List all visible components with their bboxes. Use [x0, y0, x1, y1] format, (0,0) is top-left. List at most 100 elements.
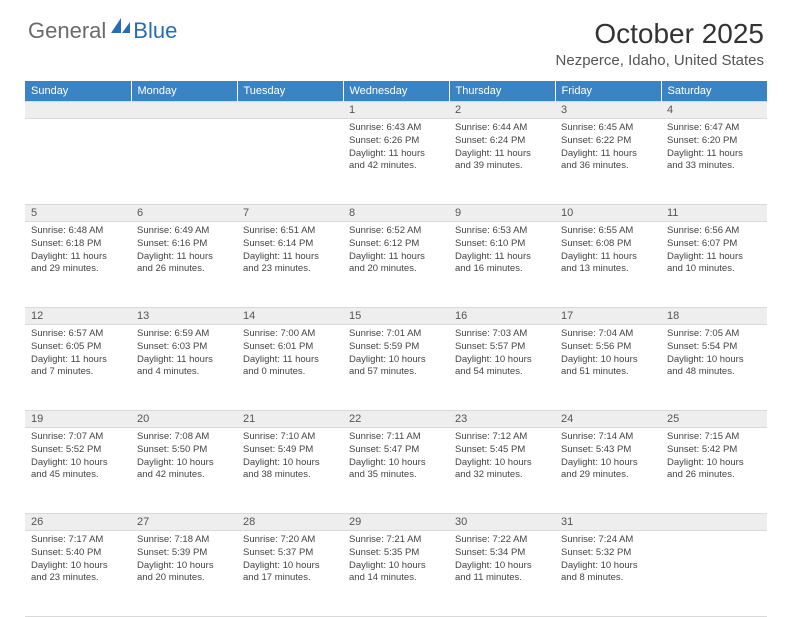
day-details: Sunrise: 7:01 AMSunset: 5:59 PMDaylight:…	[343, 325, 449, 383]
day-details: Sunrise: 6:44 AMSunset: 6:24 PMDaylight:…	[449, 119, 555, 177]
day-number-cell: 21	[237, 411, 343, 428]
day-number-row: 12131415161718	[25, 308, 767, 325]
day-body-cell: Sunrise: 7:03 AMSunset: 5:57 PMDaylight:…	[449, 325, 555, 411]
day-number-cell	[131, 102, 237, 119]
day-body-cell: Sunrise: 6:57 AMSunset: 6:05 PMDaylight:…	[25, 325, 131, 411]
day-details: Sunrise: 7:12 AMSunset: 5:45 PMDaylight:…	[449, 428, 555, 486]
day-details: Sunrise: 7:14 AMSunset: 5:43 PMDaylight:…	[555, 428, 661, 486]
day-body-cell: Sunrise: 6:45 AMSunset: 6:22 PMDaylight:…	[555, 119, 661, 205]
day-body-row: Sunrise: 6:57 AMSunset: 6:05 PMDaylight:…	[25, 325, 767, 411]
day-body-cell: Sunrise: 7:08 AMSunset: 5:50 PMDaylight:…	[131, 428, 237, 514]
logo-text-blue: Blue	[133, 18, 177, 44]
day-details: Sunrise: 7:00 AMSunset: 6:01 PMDaylight:…	[237, 325, 343, 383]
day-number-cell: 18	[661, 308, 767, 325]
day-number-cell: 7	[237, 205, 343, 222]
day-body-row: Sunrise: 7:07 AMSunset: 5:52 PMDaylight:…	[25, 428, 767, 514]
day-number-cell: 22	[343, 411, 449, 428]
day-number-cell: 5	[25, 205, 131, 222]
day-details: Sunrise: 6:59 AMSunset: 6:03 PMDaylight:…	[131, 325, 237, 383]
day-body-cell: Sunrise: 6:51 AMSunset: 6:14 PMDaylight:…	[237, 222, 343, 308]
day-body-cell: Sunrise: 7:00 AMSunset: 6:01 PMDaylight:…	[237, 325, 343, 411]
day-body-cell: Sunrise: 7:01 AMSunset: 5:59 PMDaylight:…	[343, 325, 449, 411]
day-number-cell: 2	[449, 102, 555, 119]
weekday-header-row: Sunday Monday Tuesday Wednesday Thursday…	[25, 81, 767, 102]
day-number-cell: 14	[237, 308, 343, 325]
day-details: Sunrise: 6:56 AMSunset: 6:07 PMDaylight:…	[661, 222, 767, 280]
day-number-cell: 3	[555, 102, 661, 119]
day-details: Sunrise: 7:20 AMSunset: 5:37 PMDaylight:…	[237, 531, 343, 589]
day-details: Sunrise: 6:52 AMSunset: 6:12 PMDaylight:…	[343, 222, 449, 280]
day-details: Sunrise: 7:18 AMSunset: 5:39 PMDaylight:…	[131, 531, 237, 589]
day-body-cell: Sunrise: 6:53 AMSunset: 6:10 PMDaylight:…	[449, 222, 555, 308]
weekday-header: Tuesday	[237, 81, 343, 102]
weekday-header: Saturday	[661, 81, 767, 102]
day-body-cell: Sunrise: 7:11 AMSunset: 5:47 PMDaylight:…	[343, 428, 449, 514]
day-body-cell: Sunrise: 7:17 AMSunset: 5:40 PMDaylight:…	[25, 531, 131, 617]
day-number-cell: 12	[25, 308, 131, 325]
day-details: Sunrise: 7:04 AMSunset: 5:56 PMDaylight:…	[555, 325, 661, 383]
day-number-cell	[25, 102, 131, 119]
day-number-cell: 31	[555, 514, 661, 531]
day-details: Sunrise: 6:55 AMSunset: 6:08 PMDaylight:…	[555, 222, 661, 280]
day-body-cell: Sunrise: 6:49 AMSunset: 6:16 PMDaylight:…	[131, 222, 237, 308]
day-body-cell: Sunrise: 7:05 AMSunset: 5:54 PMDaylight:…	[661, 325, 767, 411]
day-details: Sunrise: 6:45 AMSunset: 6:22 PMDaylight:…	[555, 119, 661, 177]
day-body-cell: Sunrise: 7:24 AMSunset: 5:32 PMDaylight:…	[555, 531, 661, 617]
month-title: October 2025	[556, 18, 764, 50]
day-number-cell: 10	[555, 205, 661, 222]
logo-text-general: General	[28, 18, 106, 44]
day-number-cell: 15	[343, 308, 449, 325]
day-body-cell: Sunrise: 6:44 AMSunset: 6:24 PMDaylight:…	[449, 119, 555, 205]
day-body-cell: Sunrise: 7:10 AMSunset: 5:49 PMDaylight:…	[237, 428, 343, 514]
day-number-cell: 23	[449, 411, 555, 428]
day-number-row: 19202122232425	[25, 411, 767, 428]
day-number-cell: 25	[661, 411, 767, 428]
day-body-cell: Sunrise: 6:56 AMSunset: 6:07 PMDaylight:…	[661, 222, 767, 308]
day-number-cell: 19	[25, 411, 131, 428]
day-number-row: 1234	[25, 102, 767, 119]
day-body-cell: Sunrise: 7:18 AMSunset: 5:39 PMDaylight:…	[131, 531, 237, 617]
calendar-body: 1234Sunrise: 6:43 AMSunset: 6:26 PMDayli…	[25, 102, 767, 617]
day-details: Sunrise: 7:22 AMSunset: 5:34 PMDaylight:…	[449, 531, 555, 589]
day-number-cell: 16	[449, 308, 555, 325]
day-number-cell: 30	[449, 514, 555, 531]
day-details: Sunrise: 6:43 AMSunset: 6:26 PMDaylight:…	[343, 119, 449, 177]
day-details: Sunrise: 7:15 AMSunset: 5:42 PMDaylight:…	[661, 428, 767, 486]
day-body-row: Sunrise: 6:48 AMSunset: 6:18 PMDaylight:…	[25, 222, 767, 308]
weekday-header: Friday	[555, 81, 661, 102]
day-body-cell: Sunrise: 6:59 AMSunset: 6:03 PMDaylight:…	[131, 325, 237, 411]
day-body-cell: Sunrise: 7:07 AMSunset: 5:52 PMDaylight:…	[25, 428, 131, 514]
day-details: Sunrise: 7:08 AMSunset: 5:50 PMDaylight:…	[131, 428, 237, 486]
day-body-cell: Sunrise: 7:15 AMSunset: 5:42 PMDaylight:…	[661, 428, 767, 514]
day-number-cell: 26	[25, 514, 131, 531]
day-body-cell	[661, 531, 767, 617]
day-number-cell: 24	[555, 411, 661, 428]
day-body-row: Sunrise: 7:17 AMSunset: 5:40 PMDaylight:…	[25, 531, 767, 617]
day-number-cell: 28	[237, 514, 343, 531]
day-details: Sunrise: 6:47 AMSunset: 6:20 PMDaylight:…	[661, 119, 767, 177]
day-number-cell: 20	[131, 411, 237, 428]
day-body-row: Sunrise: 6:43 AMSunset: 6:26 PMDaylight:…	[25, 119, 767, 205]
day-number-row: 262728293031	[25, 514, 767, 531]
day-number-cell: 17	[555, 308, 661, 325]
logo-sail-icon	[111, 18, 131, 37]
day-details: Sunrise: 6:53 AMSunset: 6:10 PMDaylight:…	[449, 222, 555, 280]
day-details: Sunrise: 7:17 AMSunset: 5:40 PMDaylight:…	[25, 531, 131, 589]
day-body-cell: Sunrise: 6:47 AMSunset: 6:20 PMDaylight:…	[661, 119, 767, 205]
day-details: Sunrise: 6:57 AMSunset: 6:05 PMDaylight:…	[25, 325, 131, 383]
day-number-cell: 13	[131, 308, 237, 325]
day-number-cell: 11	[661, 205, 767, 222]
calendar-table: Sunday Monday Tuesday Wednesday Thursday…	[25, 81, 767, 617]
day-details: Sunrise: 7:24 AMSunset: 5:32 PMDaylight:…	[555, 531, 661, 589]
day-details: Sunrise: 6:51 AMSunset: 6:14 PMDaylight:…	[237, 222, 343, 280]
logo: General Blue	[28, 18, 177, 44]
day-details: Sunrise: 7:21 AMSunset: 5:35 PMDaylight:…	[343, 531, 449, 589]
weekday-header: Sunday	[25, 81, 131, 102]
day-details: Sunrise: 7:07 AMSunset: 5:52 PMDaylight:…	[25, 428, 131, 486]
day-number-cell: 29	[343, 514, 449, 531]
day-body-cell: Sunrise: 6:55 AMSunset: 6:08 PMDaylight:…	[555, 222, 661, 308]
day-body-cell: Sunrise: 6:52 AMSunset: 6:12 PMDaylight:…	[343, 222, 449, 308]
day-number-cell	[661, 514, 767, 531]
day-details: Sunrise: 7:11 AMSunset: 5:47 PMDaylight:…	[343, 428, 449, 486]
day-body-cell: Sunrise: 7:21 AMSunset: 5:35 PMDaylight:…	[343, 531, 449, 617]
